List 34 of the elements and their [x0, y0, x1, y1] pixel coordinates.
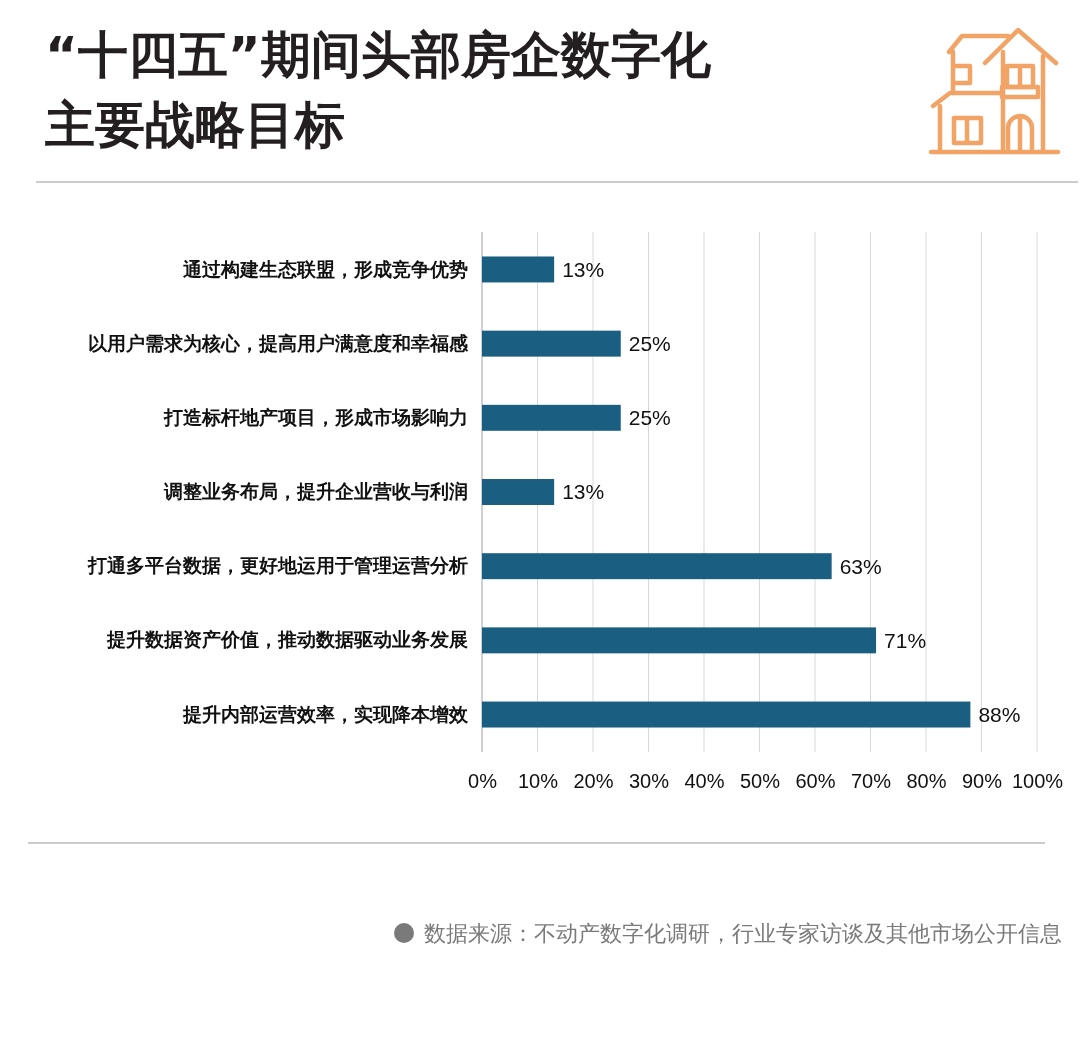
- bar: [482, 330, 621, 357]
- x-tick-label: 100%: [1011, 770, 1064, 793]
- x-tick-label: 40%: [684, 770, 725, 793]
- x-tick-label: 50%: [739, 770, 781, 793]
- x-tick-label: 10%: [517, 770, 559, 793]
- data-label: 88%: [978, 702, 1021, 726]
- bar: [482, 553, 832, 580]
- y-tick-label: 打造标杆地产项目，形成市场影响力: [163, 406, 468, 428]
- chart-title: “十四五”期间头部房企数字化主要战略目标: [44, 26, 712, 154]
- data-label: 71%: [884, 628, 927, 652]
- data-label: 25%: [628, 406, 671, 430]
- bar: [482, 479, 555, 505]
- bar: [482, 256, 555, 283]
- y-tick-label: 提升内部运营效率，实现降本增效: [182, 703, 469, 725]
- source-note: 数据来源：不动产数字化调研，行业专家访谈及其他市场公开信息: [424, 920, 1062, 946]
- x-tick-label: 70%: [850, 770, 892, 793]
- y-tick-label: 通过构建生态联盟，形成竞争优势: [182, 258, 468, 280]
- x-tick-label: 80%: [906, 770, 947, 793]
- x-tick-label: 30%: [628, 770, 670, 793]
- y-tick-label: 以用户需求为核心，提高用户满意度和幸福感: [88, 332, 469, 354]
- data-label: 25%: [628, 331, 671, 355]
- data-label: 13%: [562, 480, 605, 504]
- y-tick-label: 调整业务布局，提升企业营收与利润: [163, 481, 468, 503]
- bar: [482, 701, 971, 728]
- bar: [482, 627, 877, 654]
- x-tick-label: 60%: [795, 770, 836, 793]
- y-tick-label: 提升数据资产价值，推动数据驱动业务发展: [106, 629, 468, 651]
- data-label: 13%: [562, 257, 605, 281]
- x-tick-label: 90%: [961, 770, 1003, 793]
- y-tick-label: 打通多平台数据，更好地运用于管理运营分析: [87, 555, 468, 577]
- x-tick-label: 20%: [573, 770, 614, 793]
- x-tick-label: 0%: [468, 770, 498, 793]
- data-label: 63%: [839, 554, 882, 578]
- bar: [482, 404, 621, 431]
